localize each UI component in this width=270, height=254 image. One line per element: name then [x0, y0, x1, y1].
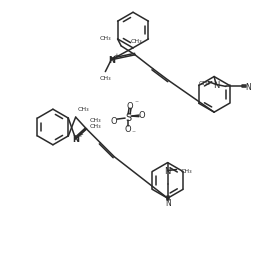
Text: N: N	[213, 81, 219, 90]
Text: S: S	[125, 113, 131, 123]
Text: CH₃: CH₃	[198, 81, 210, 86]
Text: N: N	[72, 135, 79, 144]
Text: CH₃: CH₃	[89, 117, 101, 122]
Text: N: N	[108, 56, 115, 65]
Text: O: O	[111, 116, 117, 125]
Text: CH₃: CH₃	[131, 39, 143, 44]
Text: ⁻: ⁻	[131, 128, 135, 137]
Text: +: +	[78, 131, 83, 137]
Text: +: +	[113, 53, 119, 59]
Text: CH₃: CH₃	[89, 123, 101, 128]
Text: O: O	[139, 110, 145, 119]
Text: CH₃: CH₃	[100, 76, 111, 81]
Text: N: N	[164, 166, 171, 175]
Text: O: O	[127, 101, 133, 110]
Text: CH₃: CH₃	[100, 36, 111, 41]
Text: N: N	[165, 198, 171, 207]
Text: CH₃: CH₃	[181, 168, 192, 173]
Text: ⁻: ⁻	[134, 98, 138, 107]
Text: O: O	[125, 125, 131, 134]
Text: N: N	[245, 83, 251, 92]
Text: CH₃: CH₃	[78, 106, 89, 111]
